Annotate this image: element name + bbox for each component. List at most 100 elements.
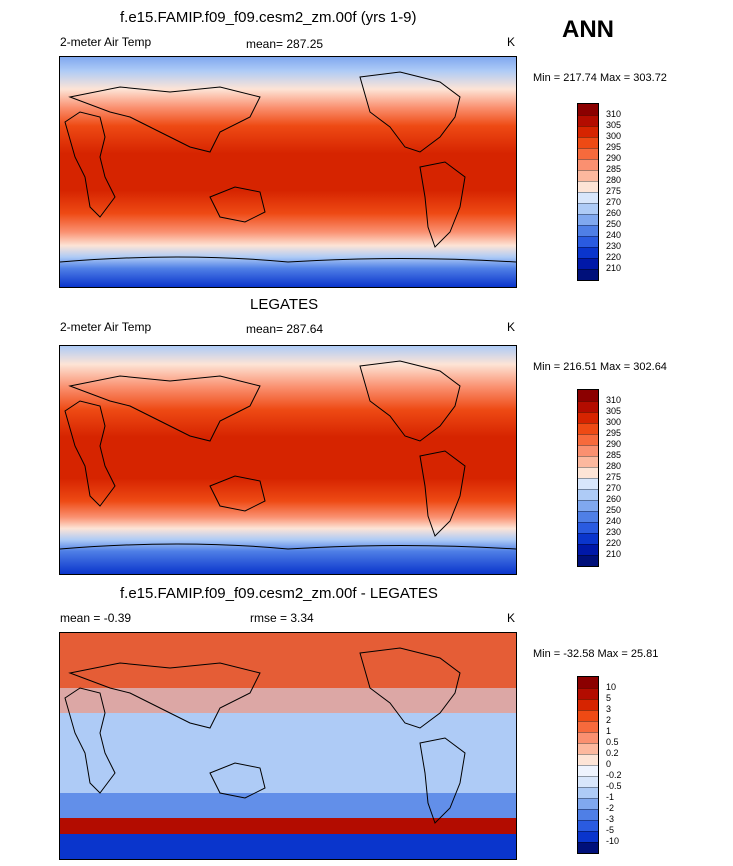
colorbar-tick-label: 220 bbox=[606, 252, 622, 262]
colorbar-swatch bbox=[578, 401, 598, 412]
colorbar-tick-label: -10 bbox=[606, 836, 620, 846]
colorbar-tick-label: 2 bbox=[606, 715, 612, 725]
colorbar-swatch bbox=[578, 126, 598, 137]
panel3-coast-australia bbox=[209, 762, 266, 799]
panel3-antarctic-warm-band bbox=[60, 818, 516, 834]
colorbar-tick-label: -2 bbox=[606, 803, 615, 813]
panel3-title: f.e15.FAMIP.f09_f09.cesm2_zm.00f - LEGAT… bbox=[120, 585, 438, 602]
colorbar-swatch bbox=[578, 732, 598, 743]
panel3-colorbar bbox=[577, 676, 599, 854]
colorbar-swatch bbox=[578, 137, 598, 148]
panel1-coastlines bbox=[60, 71, 516, 263]
panel2-map-svg bbox=[60, 346, 516, 574]
panel1-coast-northamerica bbox=[359, 71, 461, 153]
panel3-coast-africa bbox=[64, 687, 116, 794]
colorbar-swatch bbox=[578, 104, 598, 115]
panel1-map-svg bbox=[60, 57, 516, 287]
panel1-title: f.e15.FAMIP.f09_f09.cesm2_zm.00f (yrs 1-… bbox=[120, 9, 417, 26]
panel3-arctic-warm-band bbox=[60, 633, 516, 688]
panel2-coast-africa bbox=[64, 400, 116, 507]
panel2-colorbar bbox=[577, 389, 599, 567]
colorbar-swatch bbox=[578, 258, 598, 269]
panel2-coast-northamerica bbox=[359, 360, 461, 442]
panel2-field bbox=[60, 346, 516, 574]
colorbar-swatch bbox=[578, 181, 598, 192]
colorbar-tick-label: 0 bbox=[606, 759, 612, 769]
colorbar-tick-label: 3 bbox=[606, 704, 612, 714]
panel1-coast-southamerica bbox=[419, 161, 466, 248]
panel1-field bbox=[60, 57, 516, 287]
colorbar-tick-label: 310 bbox=[606, 109, 622, 119]
colorbar-tick-label: 285 bbox=[606, 164, 622, 174]
colorbar-swatch bbox=[578, 787, 598, 798]
panel1-colorbar bbox=[577, 103, 599, 281]
colorbar-swatch bbox=[578, 500, 598, 511]
colorbar-tick-label: 275 bbox=[606, 186, 622, 196]
panel2-coast-eurasia bbox=[68, 375, 261, 442]
panel3-units: K bbox=[507, 611, 516, 625]
panel2-coast-southamerica bbox=[419, 450, 466, 537]
colorbar-tick-label: 300 bbox=[606, 417, 622, 427]
colorbar-tick-label: 290 bbox=[606, 439, 622, 449]
colorbar-swatch bbox=[578, 478, 598, 489]
panel3-mean: mean = -0.39 bbox=[60, 611, 132, 625]
colorbar-tick-label: 305 bbox=[606, 406, 622, 416]
colorbar-swatch bbox=[578, 688, 598, 699]
colorbar-tick-label: 270 bbox=[606, 483, 622, 493]
colorbar-swatch bbox=[578, 269, 598, 280]
colorbar-swatch bbox=[578, 765, 598, 776]
panel3-rmse: rmse = 3.34 bbox=[250, 611, 314, 625]
colorbar-swatch bbox=[578, 511, 598, 522]
colorbar-tick-label: 250 bbox=[606, 505, 622, 515]
colorbar-swatch bbox=[578, 809, 598, 820]
colorbar-swatch bbox=[578, 434, 598, 445]
colorbar-swatch bbox=[578, 533, 598, 544]
panel1-coast-antarctica bbox=[60, 256, 516, 263]
colorbar-swatch bbox=[578, 192, 598, 203]
panel2-mean: mean= 287.64 bbox=[246, 322, 324, 336]
panel2-minmax: Min = 216.51 Max = 302.64 bbox=[533, 361, 667, 373]
colorbar-swatch bbox=[578, 842, 598, 853]
panel3-coast-southamerica bbox=[419, 737, 466, 824]
panel1-coast-africa bbox=[64, 111, 116, 218]
colorbar-swatch bbox=[578, 170, 598, 181]
panel3-midlat-band bbox=[60, 688, 516, 713]
colorbar-tick-label: 240 bbox=[606, 230, 622, 240]
panel3-coast-northamerica bbox=[359, 647, 461, 729]
colorbar-tick-label: 310 bbox=[606, 395, 622, 405]
colorbar-swatch bbox=[578, 721, 598, 732]
panel2-coastlines bbox=[60, 360, 516, 550]
colorbar-swatch bbox=[578, 831, 598, 842]
colorbar-swatch bbox=[578, 412, 598, 423]
colorbar-tick-label: 275 bbox=[606, 472, 622, 482]
panel3-southern-cold-band bbox=[60, 793, 516, 818]
colorbar-tick-label: 285 bbox=[606, 450, 622, 460]
colorbar-tick-label: 210 bbox=[606, 263, 622, 273]
panel2-coast-antarctica bbox=[60, 543, 516, 550]
colorbar-swatch bbox=[578, 489, 598, 500]
panel1-map bbox=[59, 56, 517, 288]
colorbar-tick-label: 295 bbox=[606, 142, 622, 152]
colorbar-swatch bbox=[578, 203, 598, 214]
colorbar-tick-label: 240 bbox=[606, 516, 622, 526]
panel1-units: K bbox=[507, 35, 516, 49]
colorbar-tick-label: 1 bbox=[606, 726, 612, 736]
colorbar-swatch bbox=[578, 247, 598, 258]
colorbar-swatch bbox=[578, 115, 598, 126]
colorbar-tick-label: 10 bbox=[606, 682, 617, 692]
colorbar-tick-label: -0.5 bbox=[606, 781, 622, 791]
colorbar-swatch bbox=[578, 236, 598, 247]
colorbar-tick-label: -5 bbox=[606, 825, 615, 835]
panel3-minmax: Min = -32.58 Max = 25.81 bbox=[533, 648, 659, 660]
colorbar-swatch bbox=[578, 544, 598, 555]
colorbar-swatch bbox=[578, 555, 598, 566]
panel3-antarctic-cold-band bbox=[60, 834, 516, 859]
colorbar-tick-label: 290 bbox=[606, 153, 622, 163]
colorbar-swatch bbox=[578, 456, 598, 467]
colorbar-swatch bbox=[578, 148, 598, 159]
colorbar-swatch bbox=[578, 776, 598, 787]
colorbar-swatch bbox=[578, 214, 598, 225]
colorbar-tick-label: 0.2 bbox=[606, 748, 619, 758]
colorbar-tick-label: 295 bbox=[606, 428, 622, 438]
panel3-map-svg bbox=[60, 633, 516, 859]
